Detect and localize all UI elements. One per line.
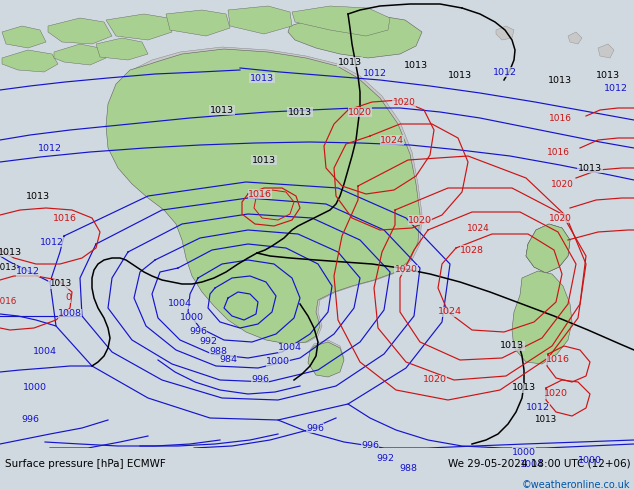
Text: 992: 992: [376, 454, 394, 463]
Text: 1013: 1013: [49, 279, 71, 289]
Text: 1012: 1012: [604, 83, 628, 93]
Text: 1013: 1013: [404, 60, 428, 70]
Text: 1013: 1013: [534, 416, 556, 424]
Text: 1013: 1013: [448, 71, 472, 79]
Text: 1016: 1016: [548, 114, 571, 122]
Text: 1004: 1004: [33, 347, 57, 357]
Text: 1012: 1012: [40, 238, 64, 246]
Text: 1004: 1004: [278, 343, 302, 352]
Text: 1020: 1020: [348, 107, 372, 117]
Text: 1013: 1013: [288, 107, 312, 117]
Text: 1024: 1024: [380, 136, 404, 145]
Text: 1020: 1020: [423, 375, 447, 385]
Text: 1000: 1000: [180, 314, 204, 322]
Text: 1013: 1013: [0, 247, 22, 256]
Text: 1000: 1000: [512, 447, 536, 457]
Polygon shape: [526, 224, 570, 273]
Text: 992: 992: [199, 338, 217, 346]
Text: Surface pressure [hPa] ECMWF: Surface pressure [hPa] ECMWF: [5, 459, 166, 469]
Text: 1020: 1020: [408, 216, 432, 224]
Text: 1012: 1012: [363, 69, 387, 77]
Polygon shape: [526, 224, 570, 273]
Polygon shape: [512, 271, 572, 364]
Polygon shape: [288, 14, 422, 58]
Text: 1020: 1020: [394, 266, 417, 274]
Polygon shape: [228, 6, 292, 34]
Polygon shape: [2, 50, 58, 72]
Text: 996: 996: [189, 327, 207, 337]
Polygon shape: [308, 340, 344, 376]
Text: 1013: 1013: [338, 57, 362, 67]
Text: 1012: 1012: [38, 144, 62, 152]
Text: 996: 996: [21, 416, 39, 424]
Polygon shape: [568, 32, 582, 44]
Text: 1028: 1028: [460, 245, 484, 254]
Text: 996: 996: [361, 441, 379, 449]
Text: 1016: 1016: [248, 190, 272, 198]
Polygon shape: [496, 26, 514, 40]
Text: 1020: 1020: [548, 214, 571, 222]
Text: 996: 996: [306, 423, 324, 433]
Text: 1004: 1004: [168, 299, 192, 309]
Text: 1013: 1013: [596, 71, 620, 79]
Text: -1013: -1013: [0, 264, 16, 272]
Text: 1013: 1013: [548, 75, 572, 84]
Polygon shape: [308, 342, 344, 377]
Polygon shape: [2, 26, 46, 48]
Polygon shape: [526, 224, 570, 273]
Text: ©weatheronline.co.uk: ©weatheronline.co.uk: [522, 480, 630, 490]
Text: 1013: 1013: [252, 155, 276, 165]
Text: 1013: 1013: [512, 384, 536, 392]
Text: 1020: 1020: [392, 98, 415, 106]
Text: 984: 984: [219, 356, 237, 365]
Text: 1000: 1000: [578, 456, 602, 465]
Polygon shape: [106, 14, 172, 40]
Text: 1020: 1020: [544, 390, 568, 398]
Text: 1008: 1008: [58, 310, 82, 318]
Text: 988: 988: [209, 347, 227, 357]
Text: 1020: 1020: [550, 179, 573, 189]
Text: 0: 0: [65, 294, 71, 302]
Polygon shape: [54, 44, 106, 65]
Text: -1016: -1016: [0, 297, 16, 307]
Text: 1024: 1024: [438, 308, 462, 317]
Text: 1013: 1013: [26, 192, 50, 200]
Text: 1000: 1000: [266, 358, 290, 367]
Text: 988: 988: [399, 464, 417, 472]
Text: 1000: 1000: [23, 384, 47, 392]
Polygon shape: [108, 47, 422, 344]
Text: 1024: 1024: [467, 223, 489, 232]
Text: 1012: 1012: [493, 68, 517, 76]
Text: 996: 996: [251, 375, 269, 385]
Text: 1016: 1016: [53, 214, 77, 222]
Polygon shape: [106, 49, 420, 344]
Text: 1013: 1013: [250, 74, 274, 82]
Polygon shape: [166, 10, 230, 36]
Text: 1016: 1016: [546, 356, 570, 365]
Text: 1013: 1013: [210, 105, 234, 115]
Polygon shape: [292, 6, 390, 36]
Polygon shape: [598, 44, 614, 58]
Text: 1013: 1013: [578, 164, 602, 172]
Polygon shape: [96, 38, 148, 60]
Text: 1012: 1012: [526, 403, 550, 413]
Text: 1013: 1013: [500, 342, 524, 350]
Text: 1016: 1016: [547, 147, 569, 156]
Text: 1004: 1004: [520, 460, 544, 468]
Polygon shape: [48, 18, 112, 44]
Text: 1012: 1012: [16, 268, 40, 276]
Text: We 29-05-2024 18:00 UTC (12+06): We 29-05-2024 18:00 UTC (12+06): [448, 459, 630, 469]
